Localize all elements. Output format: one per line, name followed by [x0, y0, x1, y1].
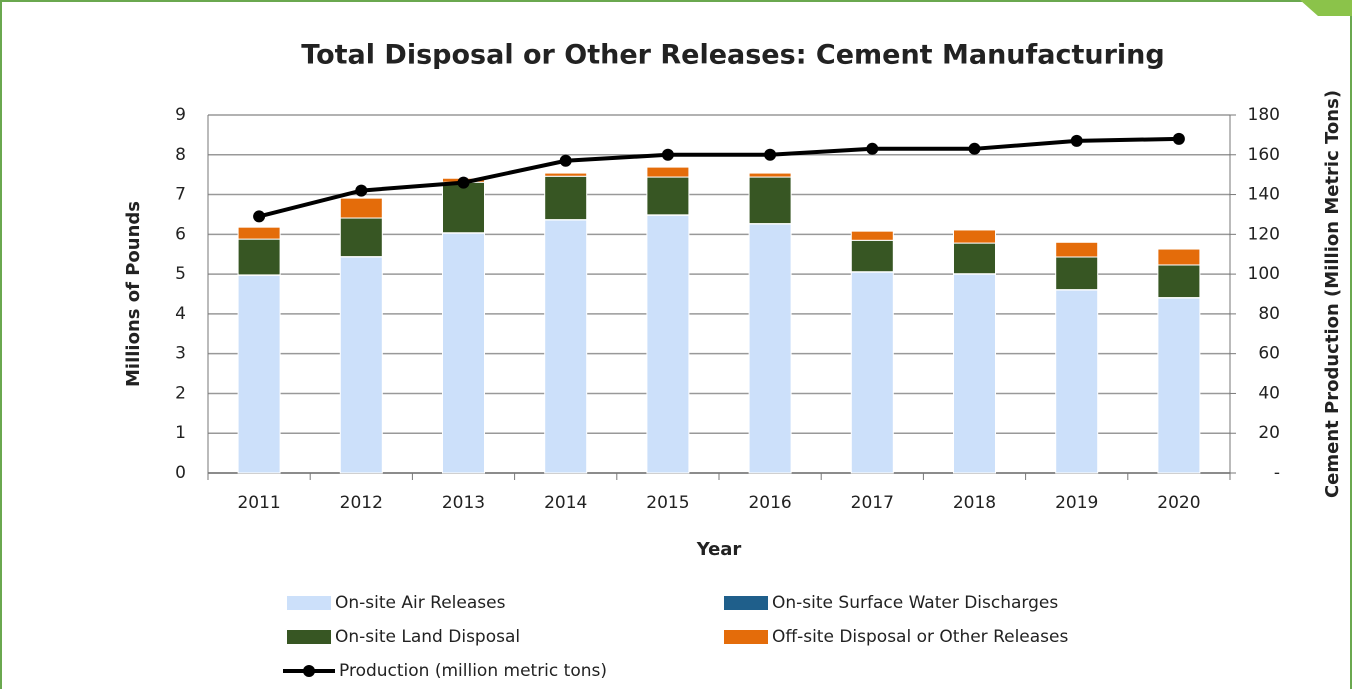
legend-label: Off-site Disposal or Other Releases: [772, 627, 1068, 647]
x-tick-label: 2012: [340, 493, 383, 513]
bar-segment: [748, 176, 792, 225]
x-tick-label: 2020: [1157, 493, 1200, 513]
bar-segment: [646, 176, 690, 216]
line-marker: [968, 142, 981, 155]
y2-tick-label: 60: [1258, 344, 1280, 364]
legend-label: On-site Air Releases: [335, 593, 506, 613]
line-marker: [866, 142, 879, 155]
bar-segment: [850, 230, 894, 241]
y2-tick-label: 140: [1248, 185, 1280, 205]
x-tick-label: 2011: [237, 493, 280, 513]
y-tick-label: 6: [175, 224, 186, 244]
legend-swatch-marker: [303, 665, 315, 677]
x-tick-label: 2013: [442, 493, 485, 513]
x-tick-label: 2014: [544, 493, 587, 513]
line-marker: [1070, 134, 1083, 147]
bar-segment: [339, 217, 383, 258]
bar-segment: [544, 175, 588, 221]
legend-label: On-site Land Disposal: [335, 627, 520, 647]
line-marker: [764, 148, 777, 161]
legend-label: On-site Surface Water Discharges: [772, 593, 1058, 613]
line-marker: [457, 176, 470, 189]
bar-segment: [544, 219, 588, 474]
bar-segment: [237, 274, 281, 474]
chart-title: Total Disposal or Other Releases: Cement…: [301, 40, 1165, 71]
x-tick-label: 2018: [953, 493, 996, 513]
bar-segment: [442, 232, 485, 474]
bar-segment: [237, 238, 281, 276]
bar-segment: [339, 197, 383, 219]
y2-tick-label: 160: [1248, 145, 1280, 165]
line-marker: [661, 148, 674, 161]
y2-tick-label: -: [1274, 463, 1280, 483]
bar-segment: [748, 172, 792, 178]
y-axis-title: Millions of Pounds: [123, 201, 144, 387]
y-tick-label: 1: [175, 423, 186, 443]
bar-segment: [953, 229, 996, 244]
bar-segment: [850, 239, 894, 273]
bar-segment: [1157, 297, 1201, 474]
bar-segment: [748, 223, 792, 474]
y2-tick-label: 100: [1248, 264, 1280, 284]
bar-segment: [442, 181, 485, 234]
line-marker: [559, 154, 572, 167]
bar-segment: [1055, 241, 1099, 258]
legend-swatch: [724, 596, 768, 610]
legend-label: Production (million metric tons): [339, 661, 607, 681]
bar-segment: [544, 172, 588, 177]
line-marker: [355, 184, 368, 197]
bar-segment: [1157, 248, 1201, 266]
bar-segment: [1157, 264, 1201, 299]
line-marker: [253, 210, 266, 223]
y-tick-label: 4: [175, 304, 186, 324]
legend-swatch: [287, 630, 331, 644]
bar-segment: [646, 166, 690, 178]
bar-segment: [339, 256, 383, 474]
y2-tick-label: 180: [1248, 105, 1280, 125]
x-tick-label: 2016: [748, 493, 791, 513]
line-series: [258, 136, 1179, 219]
y2-tick-label: 80: [1258, 304, 1280, 324]
bar-segment: [850, 271, 894, 474]
y2-tick-label: 120: [1248, 224, 1280, 244]
y-tick-label: 5: [175, 264, 186, 284]
line-marker: [1172, 132, 1185, 145]
bar-segment: [646, 214, 690, 474]
x-tick-label: 2019: [1055, 493, 1098, 513]
bar-segment: [237, 226, 281, 240]
corner-decoration: [1300, 0, 1352, 16]
x-tick-label: 2017: [851, 493, 894, 513]
bar-segment: [953, 242, 996, 275]
x-axis-title: Year: [696, 539, 742, 560]
y-tick-label: 2: [175, 383, 186, 403]
y-tick-label: 0: [175, 463, 186, 483]
y2-tick-label: 20: [1258, 423, 1280, 443]
legend-swatch: [287, 596, 331, 610]
y-tick-label: 9: [175, 105, 186, 125]
bar-segment: [1055, 289, 1099, 474]
bar-segment: [1055, 256, 1099, 291]
y2-axis-title: Cement Production (Million Metric Tons): [1322, 90, 1343, 498]
bar-segment: [953, 273, 996, 474]
y-tick-label: 8: [175, 145, 186, 165]
legend-swatch: [724, 630, 768, 644]
y-tick-label: 7: [175, 185, 186, 205]
y-tick-label: 3: [175, 344, 186, 364]
y2-tick-label: 40: [1258, 383, 1280, 403]
x-tick-label: 2015: [646, 493, 689, 513]
